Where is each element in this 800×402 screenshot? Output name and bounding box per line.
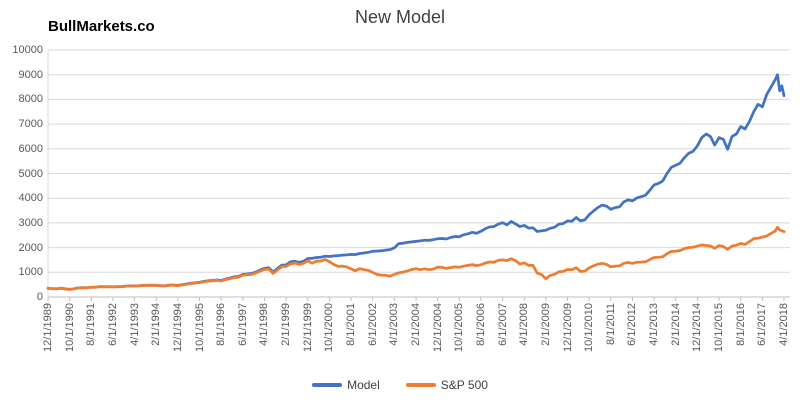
x-tick-label: 10/1/1995 — [193, 303, 206, 352]
x-tick-label: 12/1/2009 — [561, 303, 574, 352]
x-tick-label: 10/1/2015 — [713, 303, 726, 352]
y-tick-label: 6000 — [18, 142, 43, 155]
series-line-model — [46, 73, 786, 291]
x-tick-label: 4/1/2018 — [778, 303, 790, 346]
x-tick-label: 4/1/1998 — [258, 303, 271, 346]
y-tick-label: 5000 — [18, 167, 43, 180]
x-tick-label: 10/1/2005 — [453, 303, 466, 352]
legend-label-model: Model — [347, 378, 380, 392]
brand-label: BullMarkets.co — [48, 18, 155, 35]
x-tick-label: 2/1/1994 — [150, 303, 163, 346]
x-tick-label: 8/1/2011 — [604, 303, 617, 346]
x-tick-label: 6/1/2002 — [366, 303, 379, 346]
x-tick-label: 4/1/2003 — [388, 303, 401, 346]
x-tick-label: 10/1/2000 — [323, 303, 336, 352]
x-tick-label: 2/1/1999 — [280, 303, 293, 346]
x-tick-label: 6/1/2007 — [496, 303, 509, 346]
x-tick-label: 8/1/1991 — [85, 303, 98, 346]
y-tick-label: 1000 — [18, 266, 43, 279]
legend-label-sp500: S&P 500 — [440, 378, 488, 392]
x-tick-label: 10/1/2010 — [583, 303, 596, 352]
x-tick-label: 6/1/2012 — [626, 303, 639, 346]
legend-item-model: Model — [312, 378, 380, 392]
y-tick-label: 10000 — [12, 44, 43, 56]
x-tick-label: 10/1/1990 — [63, 303, 76, 352]
x-tick-label: 12/1/2014 — [691, 303, 704, 352]
x-tick-label: 8/1/1996 — [215, 303, 228, 346]
x-tick-label: 12/1/2004 — [431, 303, 444, 352]
y-tick-label: 2000 — [18, 241, 43, 254]
x-tick-label: 2/1/2009 — [539, 303, 552, 346]
series-line-s-p-500 — [46, 225, 786, 291]
x-tick-label: 6/1/1992 — [106, 303, 119, 346]
x-tick-label: 8/1/2001 — [345, 303, 358, 346]
model-line-swatch — [312, 383, 343, 387]
x-tick-label: 2/1/2004 — [410, 303, 422, 346]
chart-title: New Model — [354, 7, 446, 27]
y-tick-label: 0 — [36, 291, 43, 303]
x-tick-label: 2/1/2014 — [669, 303, 682, 346]
x-tick-label: 6/1/1997 — [236, 303, 249, 346]
x-tick-label: 6/1/2017 — [756, 303, 769, 346]
y-tick-label: 3000 — [18, 216, 43, 229]
x-tick-label: 8/1/2006 — [474, 303, 487, 346]
legend-item-sp500: S&P 500 — [405, 378, 488, 392]
x-tick-label: 12/1/1999 — [301, 303, 314, 352]
y-tick-label: 4000 — [18, 192, 43, 205]
x-tick-label: 12/1/1994 — [171, 303, 184, 352]
x-tick-label: 4/1/2013 — [648, 303, 661, 346]
sp500-line-swatch — [405, 383, 436, 387]
y-tick-label: 8000 — [18, 93, 43, 106]
x-tick-label: 12/1/1989 — [42, 303, 54, 352]
x-tick-label: 4/1/1993 — [128, 303, 141, 346]
y-tick-label: 9000 — [18, 68, 43, 81]
x-tick-label: 4/1/2008 — [518, 303, 531, 346]
x-tick-label: 8/1/2016 — [734, 303, 747, 346]
chart-legend: Model S&P 500 — [0, 375, 800, 395]
y-tick-label: 7000 — [18, 118, 43, 131]
